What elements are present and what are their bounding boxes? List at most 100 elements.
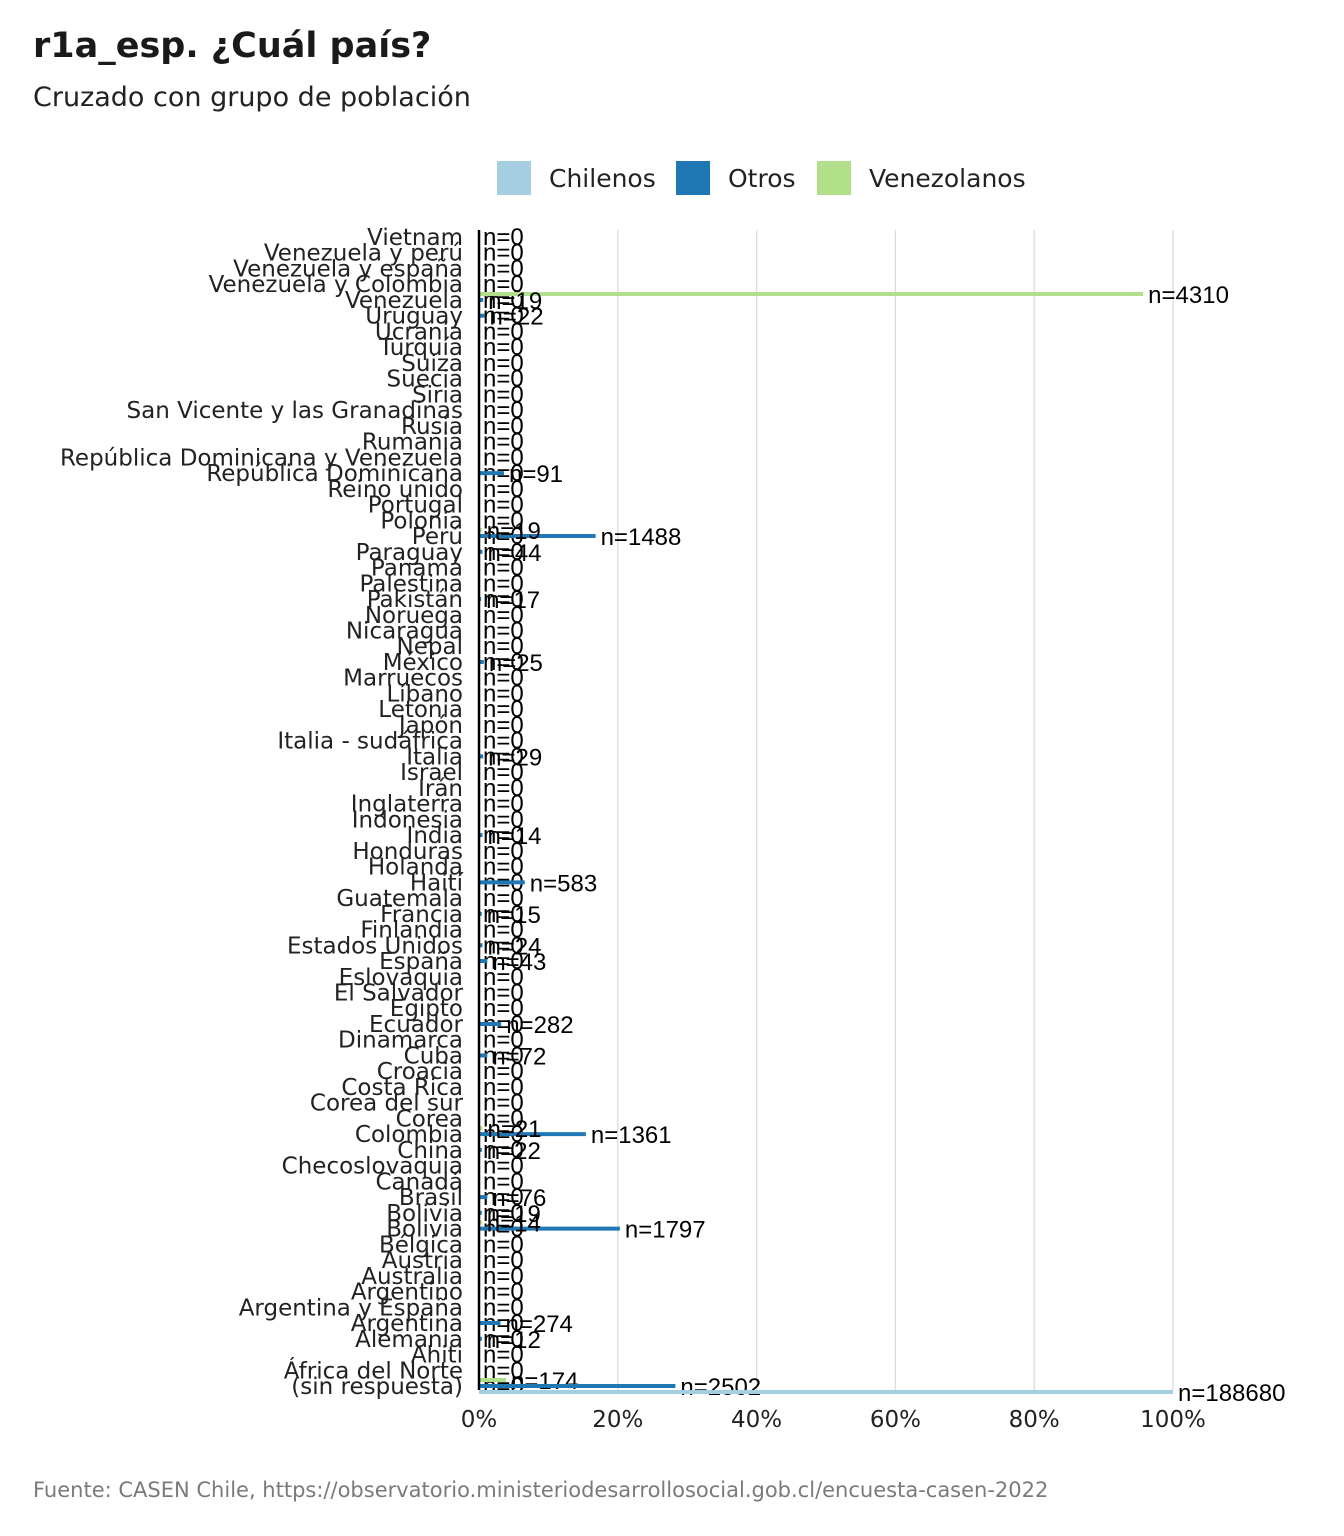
category-label: Corea <box>396 1106 463 1132</box>
category-label: Ahiti <box>411 1343 463 1369</box>
category-label: Brasil <box>399 1185 463 1211</box>
category-label: Cuba <box>404 1043 463 1069</box>
category-label: Rusia <box>401 414 463 440</box>
bar-count-label: n=0 <box>483 1137 524 1164</box>
bar-count-label: n=0 <box>483 287 524 314</box>
bar-count-label: n=0 <box>483 759 524 786</box>
bar-value-label: n=43 <box>492 949 546 976</box>
category-label: Ucrania <box>375 319 463 345</box>
bar-count-label: n=0 <box>483 602 524 629</box>
legend-label-otros: Otros <box>728 164 796 193</box>
bar-value-label: n=1797 <box>625 1217 706 1244</box>
category-label: África del Norte <box>284 1356 463 1384</box>
category-label: Estados Unidos <box>287 933 463 959</box>
bar-value-label: n=21 <box>487 1116 541 1143</box>
category-label: Eslovaquia <box>339 965 463 991</box>
category-label: España <box>379 949 463 975</box>
bar-count-label: n=0 <box>483 1153 524 1180</box>
bar-value-label: n=14 <box>487 1211 541 1238</box>
bar-count-label: n=0 <box>483 885 524 912</box>
bar-count-label: n=0 <box>483 429 524 456</box>
category-label: Argentina y España <box>239 1295 463 1321</box>
bar-value-label: n=188680 <box>1178 1380 1285 1407</box>
bar-value-label: n=282 <box>506 1012 573 1039</box>
category-label: Vietnam <box>367 225 463 251</box>
bar-count-label: n=0 <box>483 224 524 251</box>
category-label: República Dominicana y Venezuela <box>60 445 463 471</box>
category-label: Japón <box>397 713 463 739</box>
bar-value-label: n=2502 <box>680 1374 761 1401</box>
category-label: Inglaterra <box>351 792 463 818</box>
category-label: Letonia <box>378 697 463 723</box>
bar-count-label: n=0 <box>483 649 524 676</box>
category-label: Pakistán <box>367 587 463 613</box>
bar-count-label: n=0 <box>483 964 524 991</box>
bar-count-label: n=0 <box>483 366 524 393</box>
category-label: República Dominicana <box>206 461 463 487</box>
bar-value-label: n=44 <box>487 540 541 567</box>
chart-subtitle: Cruzado con grupo de población <box>33 82 471 113</box>
category-label: Turquía <box>378 335 463 361</box>
category-label: Croacia <box>377 1059 463 1085</box>
bar-count-label: n=0 <box>483 948 524 975</box>
category-label: Bélgica <box>379 1232 463 1258</box>
bar-count-label: n=0 <box>483 633 524 660</box>
bar-count-label: n=0 <box>483 806 524 833</box>
bar-value-label: n=19 <box>488 288 542 315</box>
bar-count-label: n=0 <box>483 838 524 865</box>
bar-value-label: n=25 <box>489 650 543 677</box>
category-label: Marruecos <box>343 666 463 692</box>
category-label: China <box>397 1138 463 1164</box>
category-label: Nepal <box>397 634 463 660</box>
x-tick-label: 40% <box>731 1407 782 1433</box>
bar-count-label: n=0 <box>483 586 524 613</box>
bar-count-label: n=0 <box>483 1105 524 1132</box>
category-label: Dinamarca <box>338 1028 463 1054</box>
category-label: Italia - sudáfrica <box>277 729 463 755</box>
category-label: (sin respuesta) <box>291 1374 463 1400</box>
bar-value-label: n=24 <box>487 933 541 960</box>
category-label: Costa Rica <box>341 1075 463 1101</box>
category-label: Paraguay <box>356 540 463 566</box>
bar-count-label: n=0 <box>483 1247 524 1274</box>
x-tick-label: 100% <box>1140 1407 1206 1433</box>
bar-value-label: n=274 <box>506 1311 573 1338</box>
bar-count-label: n=0 <box>483 1058 524 1085</box>
category-label: Venezuela y Colombia <box>209 272 463 298</box>
bar-count-label: n=0 <box>483 1074 524 1101</box>
category-label: Reino unido <box>327 477 463 503</box>
bar-count-label: n=0 <box>483 728 524 755</box>
category-label: Polonia <box>380 508 463 534</box>
category-label: Checoslovaquia <box>282 1154 463 1180</box>
bar-count-label: n=0 <box>483 1184 524 1211</box>
category-label: Rumania <box>362 430 463 456</box>
category-label: Colombia <box>355 1122 463 1148</box>
bar-count-label: n=0 <box>483 617 524 644</box>
category-label: El Salvador <box>334 981 464 1007</box>
bar-value-label: n=1488 <box>601 524 682 551</box>
bar-count-label: n=0 <box>483 507 524 534</box>
category-label: Israel <box>400 760 463 786</box>
chart-title: r1a_esp. ¿Cuál país? <box>33 26 432 66</box>
category-label: Palestina <box>359 571 463 597</box>
x-tick-label: 80% <box>1009 1407 1060 1433</box>
category-label: Holanda <box>368 855 463 881</box>
category-label: Nicaragua <box>346 618 463 644</box>
bar-count-label: n=0 <box>483 822 524 849</box>
bar-count-label: n=0 <box>483 1279 524 1306</box>
bar-value-label: n=1361 <box>591 1122 672 1149</box>
category-label: Noruega <box>365 603 463 629</box>
bar-count-label: n=0 <box>483 555 524 582</box>
bar-value-label: n=91 <box>509 461 563 488</box>
category-label: Argentino <box>351 1280 463 1306</box>
bar-count-label: n=0 <box>483 1326 524 1353</box>
bar-count-label: n=0 <box>483 680 524 707</box>
legend-key-venezolanos <box>817 161 851 195</box>
bar-value-label: n=19 <box>487 1201 541 1228</box>
bar-count-label: n=0 <box>483 1263 524 1290</box>
category-label: Venezuela y perú <box>264 241 463 267</box>
bar-count-label: n=0 <box>483 476 524 503</box>
legend-label-venezolanos: Venezolanos <box>869 164 1026 193</box>
bar-count-label: n=0 <box>483 1294 524 1321</box>
category-label: Perú <box>412 524 463 550</box>
